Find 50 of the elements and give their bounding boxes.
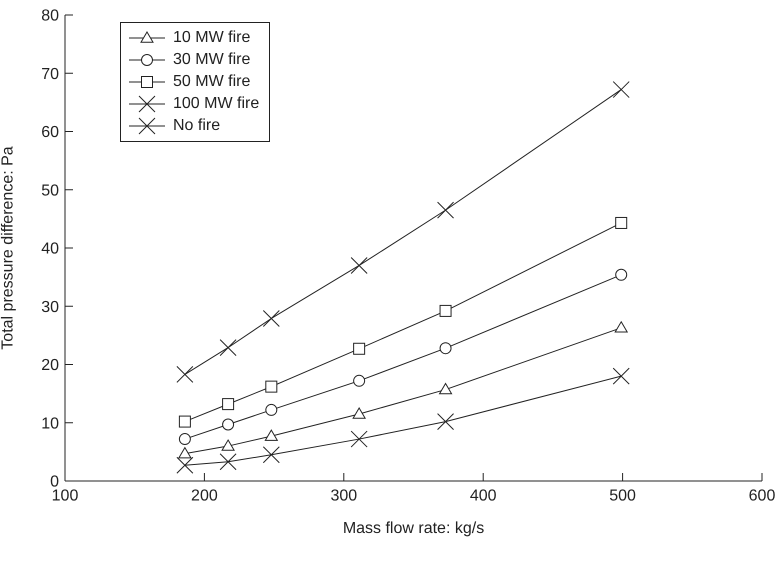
point: [178, 416, 191, 428]
y-tick-label: 20: [41, 357, 60, 374]
point: [437, 413, 454, 430]
y-tick-label: 10: [41, 415, 60, 432]
y-tick-label: 70: [41, 66, 60, 83]
point: [612, 81, 630, 98]
x-tick-label: 300: [330, 487, 358, 504]
point: [614, 321, 628, 333]
legend-label: 10 MW fire: [173, 29, 250, 47]
x-tick-label: 200: [191, 487, 218, 504]
point: [265, 404, 278, 416]
point: [176, 456, 194, 474]
y-axis-title: Total pressure difference: Pa: [0, 146, 17, 350]
x-axis-title: Mass flow rate: kg/s: [342, 520, 484, 537]
point: [615, 216, 628, 229]
point: [437, 202, 454, 219]
x-tick-label: 600: [748, 487, 776, 504]
point: [220, 339, 237, 356]
point: [612, 368, 630, 385]
x-tick-label: 500: [609, 487, 636, 504]
y-tick-label: 60: [41, 124, 60, 142]
point: [439, 383, 452, 394]
y-tick-label: 40: [41, 240, 60, 258]
point: [262, 446, 280, 464]
point: [222, 398, 234, 410]
point: [350, 430, 368, 448]
point: [222, 418, 234, 430]
point: [353, 374, 366, 387]
x-tick-label: 400: [470, 487, 497, 504]
point: [353, 342, 366, 355]
y-tick-label: 30: [41, 298, 60, 316]
point: [350, 256, 368, 274]
point: [220, 453, 237, 470]
point: [440, 304, 452, 317]
point: [178, 447, 192, 458]
point: [222, 440, 235, 451]
legend-label: No fire: [173, 117, 220, 135]
point: [265, 380, 278, 393]
y-tick-label: 50: [41, 182, 60, 200]
point: [440, 342, 452, 354]
y-tick-label: 80: [41, 8, 60, 25]
legend-label: 50 MW fire: [173, 73, 250, 91]
legend-label: 30 MW fire: [173, 51, 250, 69]
point: [178, 433, 191, 446]
point: [262, 310, 280, 327]
point: [615, 268, 628, 281]
legend-label: 100 MW fire: [173, 95, 260, 113]
point: [264, 430, 278, 441]
point: [352, 408, 366, 419]
point: [176, 366, 194, 383]
